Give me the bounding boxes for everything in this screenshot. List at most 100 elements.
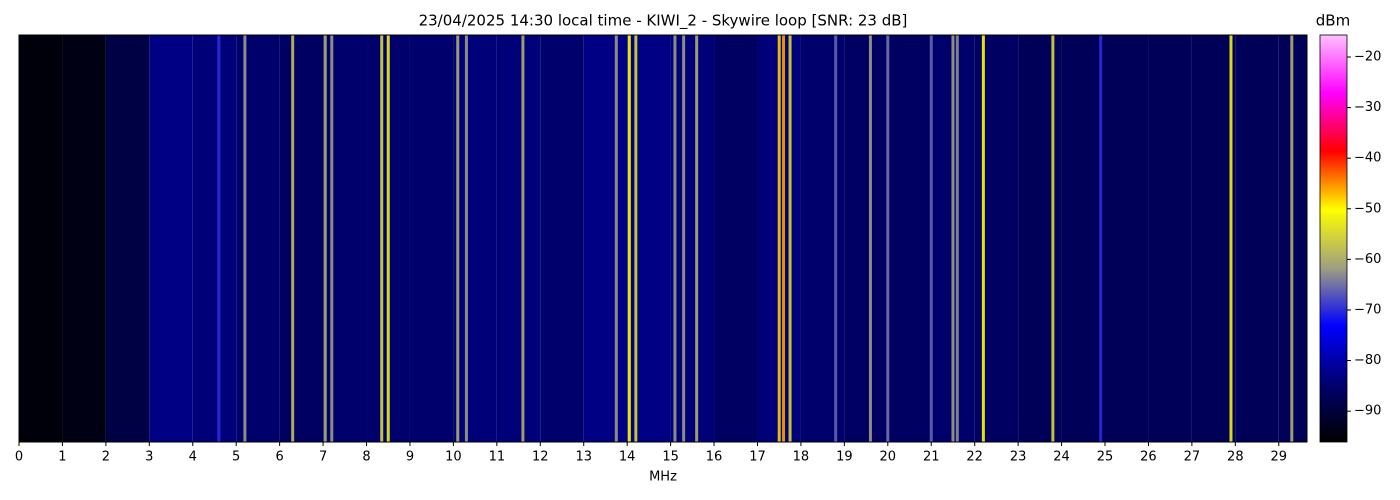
signal-line bbox=[380, 35, 384, 442]
signal-line bbox=[834, 35, 838, 442]
x-tick-label: 24 bbox=[1053, 450, 1070, 465]
x-tick-label: 12 bbox=[532, 450, 549, 465]
noise-band bbox=[974, 35, 1019, 442]
x-tick-label: 14 bbox=[619, 450, 636, 465]
noise-band bbox=[496, 35, 541, 442]
signal-line bbox=[981, 35, 985, 442]
noise-band bbox=[627, 35, 671, 442]
noise-band bbox=[1148, 35, 1192, 442]
signal-line bbox=[521, 35, 525, 442]
signal-line bbox=[614, 35, 618, 442]
colorbar bbox=[1319, 34, 1348, 443]
x-axis-label: MHz bbox=[649, 470, 677, 485]
noise-band bbox=[1191, 35, 1236, 442]
colorbar-label: dBm bbox=[1316, 12, 1350, 30]
x-tick-label: 1 bbox=[58, 450, 66, 465]
noise-band bbox=[1105, 35, 1149, 442]
signal-line bbox=[217, 35, 221, 442]
x-tick-label: 2 bbox=[102, 450, 110, 465]
colorbar-tick-label: −70 bbox=[1354, 302, 1381, 317]
signal-line bbox=[955, 35, 959, 442]
noise-band bbox=[714, 35, 758, 442]
signal-line bbox=[291, 35, 295, 442]
signal-line bbox=[627, 35, 631, 442]
x-tick-label: 21 bbox=[923, 450, 940, 465]
signal-line bbox=[929, 35, 933, 442]
x-tick-label: 18 bbox=[793, 450, 810, 465]
x-tick-label: 23 bbox=[1010, 450, 1027, 465]
noise-band bbox=[236, 35, 280, 442]
x-tick-label: 4 bbox=[189, 450, 197, 465]
x-tick-label: 13 bbox=[575, 450, 592, 465]
signal-line bbox=[1290, 35, 1294, 442]
noise-band bbox=[323, 35, 367, 442]
noise-band bbox=[19, 35, 63, 442]
colorbar-tick-label: −90 bbox=[1354, 404, 1381, 419]
x-tick-label: 11 bbox=[489, 450, 506, 465]
noise-band bbox=[409, 35, 454, 442]
signal-line bbox=[673, 35, 677, 442]
noise-band bbox=[1018, 35, 1062, 442]
signal-line bbox=[243, 35, 247, 442]
noise-band bbox=[1235, 35, 1279, 442]
x-tick-label: 0 bbox=[15, 450, 23, 465]
x-tick-label: 10 bbox=[445, 450, 462, 465]
x-tick-label: 28 bbox=[1227, 450, 1244, 465]
signal-line bbox=[1099, 35, 1103, 442]
x-tick-label: 8 bbox=[362, 450, 370, 465]
signal-line bbox=[782, 35, 786, 442]
signal-line bbox=[682, 35, 686, 442]
colorbar-tick-label: −50 bbox=[1354, 201, 1381, 216]
x-tick-label: 22 bbox=[966, 450, 983, 465]
noise-band bbox=[844, 35, 888, 442]
signal-line bbox=[1051, 35, 1055, 442]
signal-line bbox=[386, 35, 390, 442]
noise-band bbox=[800, 35, 845, 442]
x-tick-label: 6 bbox=[276, 450, 284, 465]
noise-band bbox=[192, 35, 237, 442]
x-tick-label: 9 bbox=[406, 450, 414, 465]
noise-band bbox=[453, 35, 497, 442]
x-tick-label: 7 bbox=[319, 450, 327, 465]
signal-line bbox=[323, 35, 327, 442]
signal-line bbox=[777, 35, 781, 442]
signal-line bbox=[886, 35, 890, 442]
signal-line bbox=[634, 35, 638, 442]
x-tick-label: 15 bbox=[662, 450, 679, 465]
signal-line bbox=[951, 35, 955, 442]
noise-band bbox=[540, 35, 584, 442]
colorbar-tick-label: −30 bbox=[1354, 100, 1381, 115]
colorbar-tick-label: −20 bbox=[1354, 50, 1381, 65]
noise-band bbox=[583, 35, 628, 442]
signal-line bbox=[464, 35, 468, 442]
noise-band bbox=[149, 35, 193, 442]
chart-title: 23/04/2025 14:30 local time - KIWI_2 - S… bbox=[419, 12, 908, 31]
x-tick-label: 25 bbox=[1097, 450, 1114, 465]
x-tick-label: 17 bbox=[749, 450, 766, 465]
x-tick-label: 20 bbox=[880, 450, 897, 465]
colorbar-tick-label: −80 bbox=[1354, 353, 1381, 368]
noise-band bbox=[670, 35, 715, 442]
signal-line bbox=[1229, 35, 1233, 442]
noise-band bbox=[279, 35, 324, 442]
signal-line bbox=[695, 35, 699, 442]
x-tick-label: 16 bbox=[706, 450, 723, 465]
noise-band bbox=[62, 35, 106, 442]
x-tick-label: 5 bbox=[232, 450, 240, 465]
x-tick-label: 27 bbox=[1184, 450, 1201, 465]
colorbar-tick-label: −40 bbox=[1354, 151, 1381, 166]
noise-band bbox=[887, 35, 932, 442]
colorbar-tick-label: −60 bbox=[1354, 252, 1381, 267]
noise-band bbox=[1061, 35, 1106, 442]
x-tick-label: 3 bbox=[145, 450, 153, 465]
signal-line bbox=[868, 35, 872, 442]
signal-line bbox=[330, 35, 334, 442]
signal-line bbox=[788, 35, 792, 442]
signal-line bbox=[456, 35, 460, 442]
x-tick-label: 26 bbox=[1140, 450, 1157, 465]
plot-frame bbox=[18, 34, 1308, 443]
noise-band bbox=[105, 35, 150, 442]
x-tick-label: 19 bbox=[836, 450, 853, 465]
x-tick-label: 29 bbox=[1270, 450, 1287, 465]
